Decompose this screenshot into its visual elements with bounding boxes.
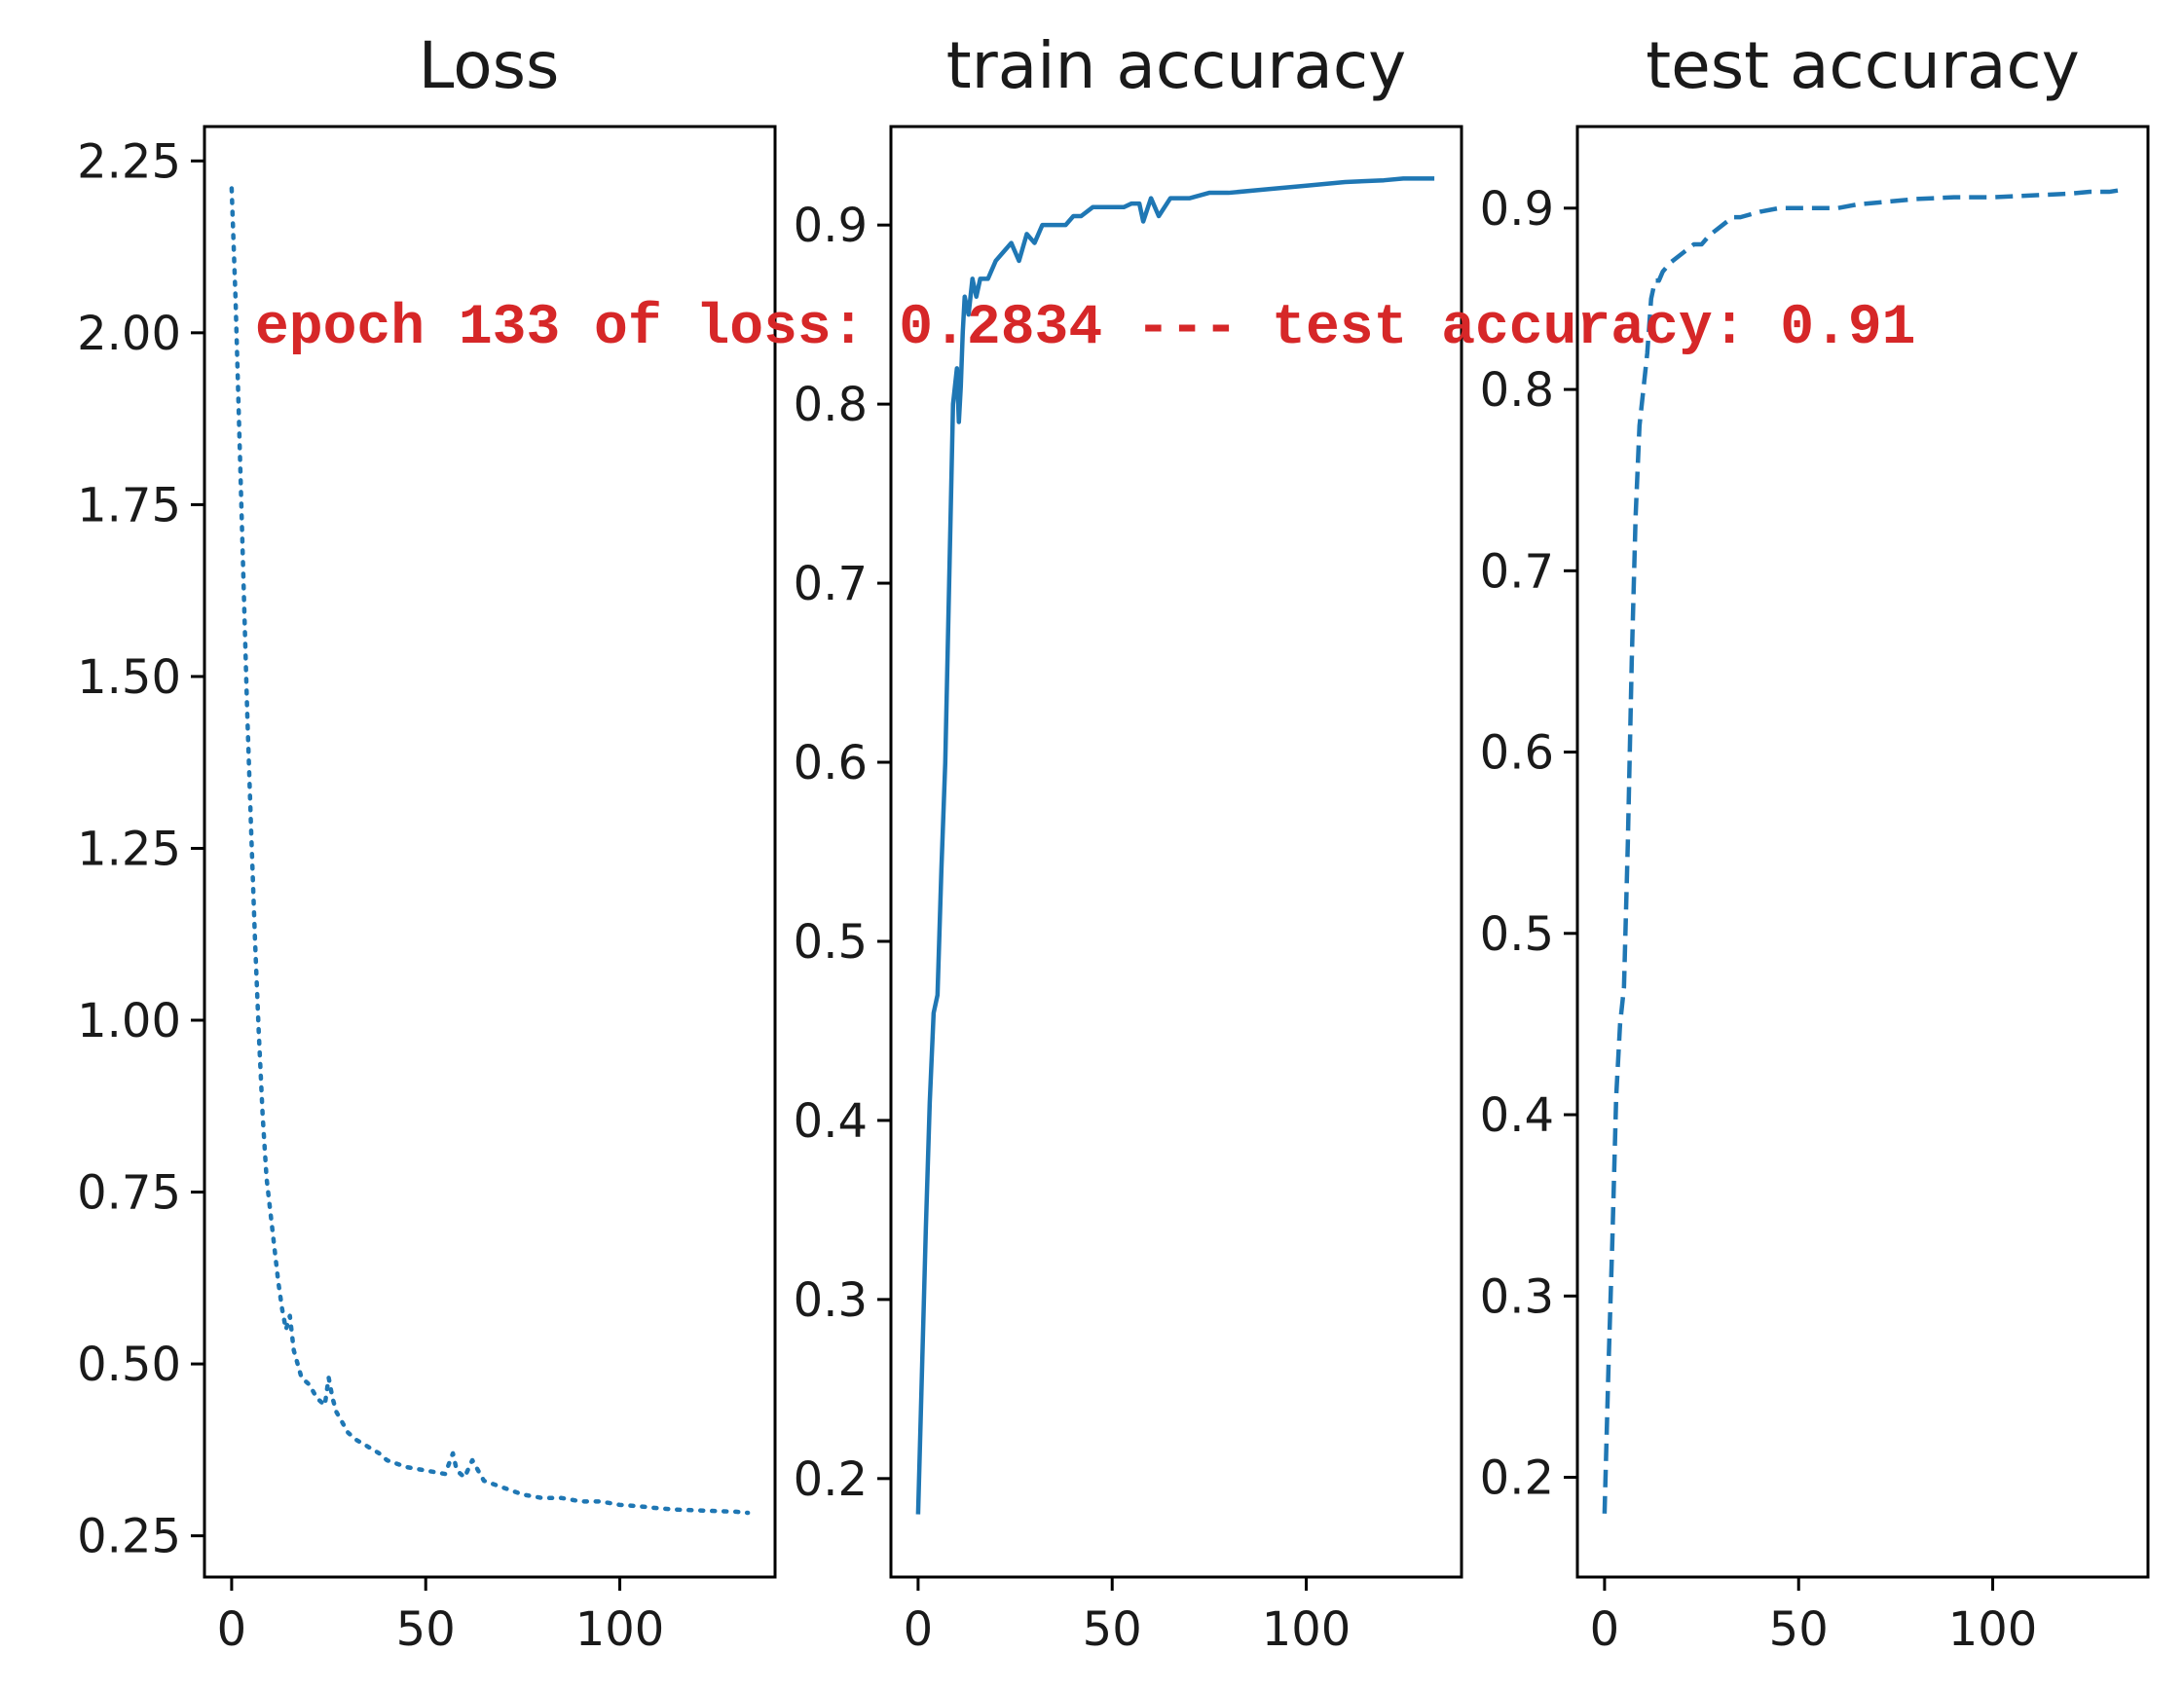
loss-y-tick-label: 2.00 bbox=[77, 307, 181, 361]
test-accuracy-series-line bbox=[1602, 187, 2122, 1514]
test-accuracy-y-tick-label: 0.8 bbox=[1480, 363, 1554, 418]
test-accuracy-y-tick-label: 0.6 bbox=[1480, 726, 1554, 781]
test-accuracy-y-tick-label: 0.7 bbox=[1480, 544, 1554, 599]
train-accuracy-y-tick-label: 0.8 bbox=[794, 378, 868, 432]
loss-y-tick-label: 2.25 bbox=[77, 134, 181, 189]
test-accuracy-y-tick-label: 0.3 bbox=[1480, 1269, 1554, 1324]
loss-y-tick-label: 0.25 bbox=[77, 1510, 181, 1564]
loss-y-tick-label: 0.50 bbox=[77, 1338, 181, 1392]
test-accuracy-y-tick-label: 0.5 bbox=[1480, 907, 1554, 962]
test-accuracy-x-tick-label: 100 bbox=[1948, 1602, 2038, 1657]
test-accuracy-y-tick-label: 0.4 bbox=[1480, 1088, 1554, 1143]
test-accuracy-y-tick-label: 0.2 bbox=[1480, 1451, 1554, 1506]
train-accuracy-y-tick-label: 0.2 bbox=[794, 1452, 868, 1507]
train-accuracy-y-tick-label: 0.5 bbox=[794, 915, 868, 970]
train-accuracy-series-line bbox=[915, 176, 1435, 1515]
train-accuracy-panel: train accuracy 0 50 100 0.2 0.3 0.4 0.5 0.6 0.7… bbox=[794, 28, 1463, 1657]
test-accuracy-plot-frame bbox=[1575, 125, 2150, 1579]
train-accuracy-panel-title: train accuracy bbox=[946, 28, 1406, 103]
train-accuracy-x-tick-label: 100 bbox=[1262, 1602, 1351, 1657]
loss-y-tick-label: 1.25 bbox=[77, 822, 181, 876]
test-accuracy-panel: test accuracy 0 50 100 0.2 0.3 0.4 0.5 0.6 0.7 0… bbox=[1480, 28, 2150, 1657]
loss-plot-frame bbox=[203, 125, 777, 1579]
train-accuracy-y-tick-label: 0.3 bbox=[794, 1273, 868, 1328]
test-accuracy-x-tick-label: 0 bbox=[1590, 1602, 1620, 1657]
loss-y-tick-label: 1.75 bbox=[77, 478, 181, 532]
loss-x-tick-label: 100 bbox=[575, 1602, 665, 1657]
test-accuracy-x-tick-label: 50 bbox=[1769, 1602, 1829, 1657]
epoch-summary-annotation: epoch 133 of loss: 0.2834 --- test accur… bbox=[255, 297, 1915, 360]
test-accuracy-panel-title: test accuracy bbox=[1646, 28, 2080, 103]
train-accuracy-x-tick-label: 50 bbox=[1083, 1602, 1142, 1657]
train-accuracy-x-tick-label: 0 bbox=[904, 1602, 934, 1657]
loss-panel: Loss 0 50 100 0.25 0.50 0.75 1.00 1.25 1.50 1.75… bbox=[77, 28, 777, 1657]
train-accuracy-y-tick-label: 0.4 bbox=[794, 1094, 868, 1149]
loss-x-tick-label: 50 bbox=[396, 1602, 456, 1657]
loss-x-tick-label: 0 bbox=[217, 1602, 247, 1657]
loss-y-tick-label: 1.00 bbox=[77, 994, 181, 1048]
test-accuracy-y-tick-label: 0.9 bbox=[1480, 182, 1554, 237]
train-accuracy-plot-frame bbox=[889, 125, 1463, 1579]
train-accuracy-y-tick-label: 0.7 bbox=[794, 557, 868, 611]
loss-panel-title: Loss bbox=[419, 28, 560, 103]
train-accuracy-y-tick-label: 0.9 bbox=[794, 199, 868, 253]
loss-y-tick-label: 0.75 bbox=[77, 1166, 181, 1221]
loss-y-tick-label: 1.50 bbox=[77, 650, 181, 705]
loss-series-line bbox=[229, 186, 751, 1516]
train-accuracy-y-tick-label: 0.6 bbox=[794, 736, 868, 790]
